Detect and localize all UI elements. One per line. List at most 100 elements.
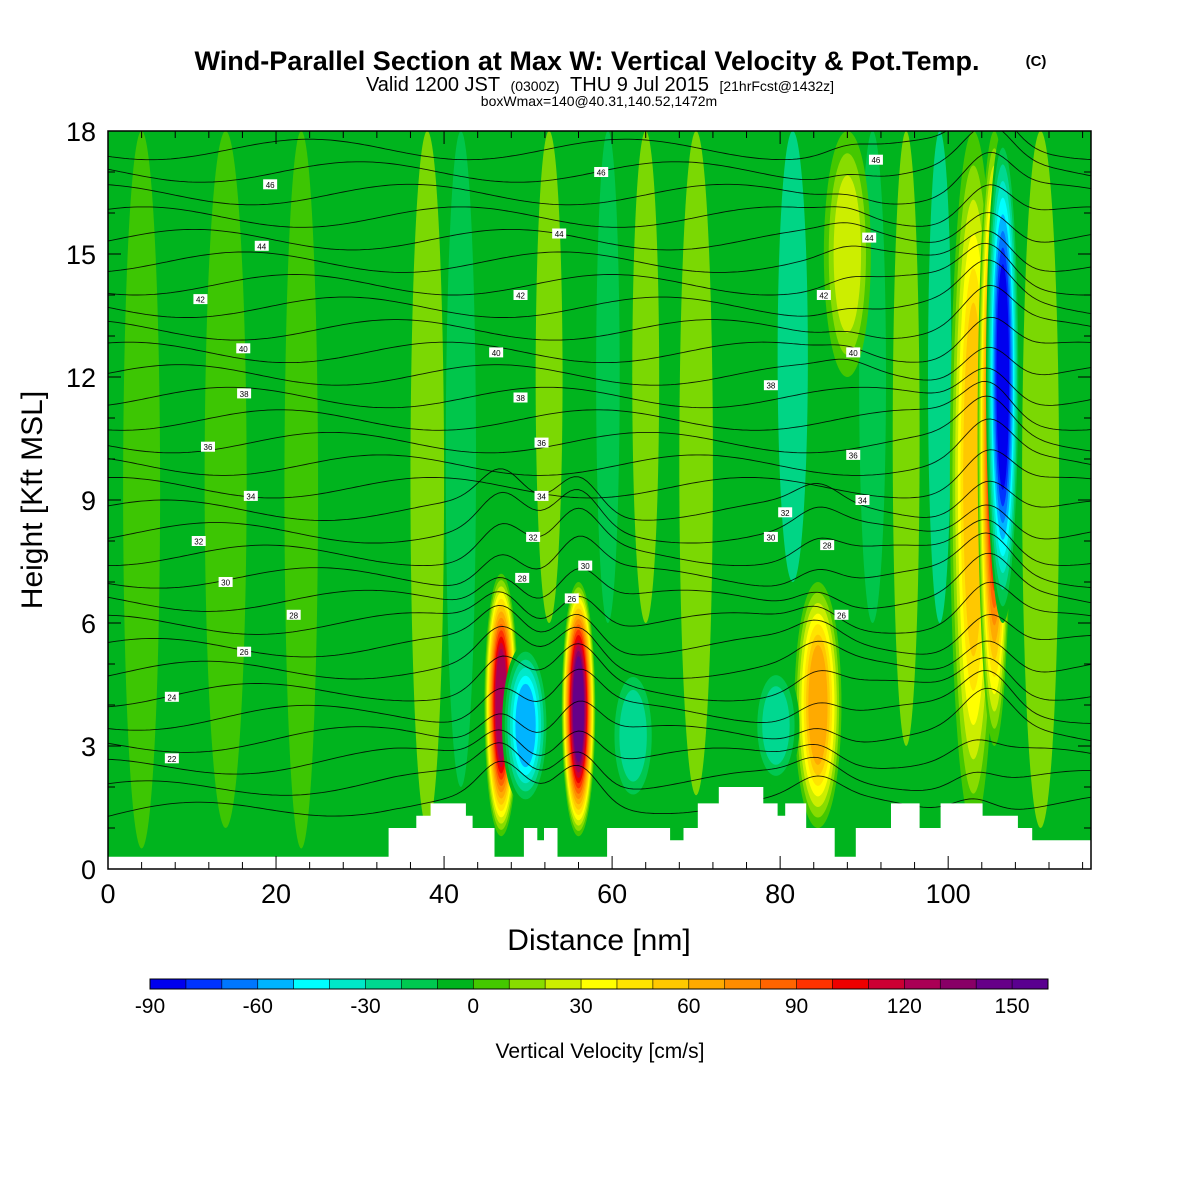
isentrope-label: 24	[164, 691, 179, 702]
x-tick-label: 20	[261, 879, 291, 909]
colorbar-swatch	[760, 979, 797, 989]
isentrope-line	[108, 259, 1091, 318]
colorbar-tick-label: -30	[350, 995, 380, 1018]
isentrope-label-bg	[237, 646, 252, 657]
isentrope-line	[108, 242, 1091, 296]
isentrope-label-text: 36	[849, 451, 858, 460]
isentrope-label-bg	[820, 540, 835, 551]
isentrope-label-bg	[855, 495, 870, 505]
y-tick-labels: 0 3 6 9 12 15 18	[66, 117, 96, 885]
isentrope-line	[108, 532, 1091, 589]
box-info: boxWmax=140@40.31,140.52,1472m	[481, 93, 717, 109]
isentrope-label-bg	[846, 449, 861, 460]
forecast-label: [21hrFcst@1432z]	[719, 78, 834, 94]
isentrope-label-bg	[534, 437, 549, 448]
colorbar-tick-label: 60	[677, 995, 700, 1018]
w-band-14	[928, 131, 952, 623]
colorbar-swatch	[365, 979, 402, 989]
isentrope-label-text: 40	[492, 349, 501, 358]
w-band-15	[1022, 131, 1060, 828]
colorbar-swatch	[724, 979, 761, 989]
y-tick-label: 18	[66, 117, 96, 147]
isentrope-label-bg	[286, 609, 301, 620]
isentrope-line	[108, 729, 1091, 775]
chart-title: Wind-Parallel Section at Max W: Vertical…	[195, 46, 980, 76]
isentrope-label-bg	[534, 490, 549, 501]
valid-date: THU 9 Jul 2015	[570, 74, 709, 96]
isentrope-label: 36	[846, 449, 861, 460]
isentrope-label-text: 24	[167, 693, 176, 702]
cell-level	[808, 645, 828, 765]
isentrope-label-bg	[552, 228, 567, 239]
potential-temperature-contours	[108, 131, 1091, 817]
w-band-8	[632, 131, 660, 623]
isentrope-label-text: 26	[837, 611, 846, 620]
isentrope-label-text: 34	[537, 492, 546, 501]
isentrope-label: 44	[552, 228, 567, 239]
isentrope-label: 46	[868, 154, 883, 165]
terrain-mask	[108, 787, 1091, 869]
copyright-mark: (C)	[1026, 53, 1047, 70]
isentrope-label-bg	[578, 560, 593, 571]
isentrope-line	[108, 395, 1091, 454]
isentrope-label-bg	[778, 507, 793, 518]
isentrope-label-text: 44	[555, 230, 564, 239]
colorbar-tick-label: -90	[135, 995, 165, 1018]
updraft-cell-5	[823, 131, 871, 377]
isentrope-label: 30	[218, 577, 233, 588]
isentrope-label-text: 26	[567, 595, 576, 604]
isentrope-line	[108, 742, 1091, 796]
colorbar-swatch	[473, 979, 510, 989]
isentrope-label-bg	[816, 290, 831, 300]
isentrope-line	[108, 316, 1091, 364]
isentrope-label: 36	[534, 437, 549, 448]
isentrope-label: 36	[200, 441, 215, 452]
isentrope-label-bg	[515, 572, 530, 583]
isentrope-label-bg	[164, 753, 179, 764]
w-band-2	[284, 131, 319, 849]
isentrope-label: 32	[526, 531, 541, 542]
isentrope-label-text: 46	[266, 181, 275, 190]
isentrope-label-text: 46	[597, 169, 606, 178]
colorbar	[149, 978, 1049, 990]
isentrope-label-text: 38	[516, 394, 525, 403]
vertical-velocity-field	[123, 131, 1087, 849]
contour-labels: 46 46 46 44 44 44 42 42 42 40 40 40 38 38 38 36 36 36 34 34…	[164, 154, 883, 764]
isentrope-label: 26	[237, 646, 252, 657]
isentrope-label: 28	[820, 540, 835, 551]
isentrope-label-text: 32	[529, 533, 538, 542]
colorbar-tick-labels: -90 -60 -30 0 30 60 90 120 150	[135, 995, 1030, 1018]
isentrope-label-bg	[200, 441, 215, 452]
x-tick-label: 60	[597, 879, 627, 909]
colorbar-swatch	[652, 979, 690, 989]
w-band-16	[1061, 131, 1087, 828]
isentrope-line	[108, 581, 1091, 635]
isentrope-label-bg	[164, 691, 179, 702]
isentrope-label: 42	[193, 294, 208, 305]
w-band-10	[712, 131, 747, 796]
isentrope-label-text: 34	[246, 492, 255, 501]
w-band-0	[123, 131, 161, 849]
colorbar-label: Vertical Velocity [cm/s]	[496, 1040, 705, 1063]
valid-prefix: Valid 1200 JST	[366, 74, 500, 96]
colorbar-swatch	[868, 979, 905, 989]
isentrope-label-text: 36	[204, 443, 213, 452]
colorbar-swatch	[437, 979, 474, 989]
isentrope-line	[108, 687, 1091, 753]
w-band-5	[445, 131, 476, 787]
isentrope-label-bg	[254, 240, 269, 251]
isentrope-line	[108, 284, 1091, 341]
x-tick-labels: 0 20 40 60 80 100	[100, 879, 970, 909]
cell-level	[762, 686, 790, 765]
isentrope-line	[108, 760, 1091, 817]
isentrope-label: 34	[855, 495, 870, 506]
axis-ticks	[107, 130, 1091, 870]
isentrope-label-bg	[513, 290, 528, 300]
isentrope-label-bg	[218, 577, 233, 587]
isentrope-line	[108, 230, 1091, 273]
colorbar-tick-label: 0	[467, 995, 479, 1018]
colorbar-tick-label: -60	[243, 995, 273, 1018]
colorbar-swatch	[185, 979, 223, 989]
colorbar-swatch	[616, 979, 654, 989]
